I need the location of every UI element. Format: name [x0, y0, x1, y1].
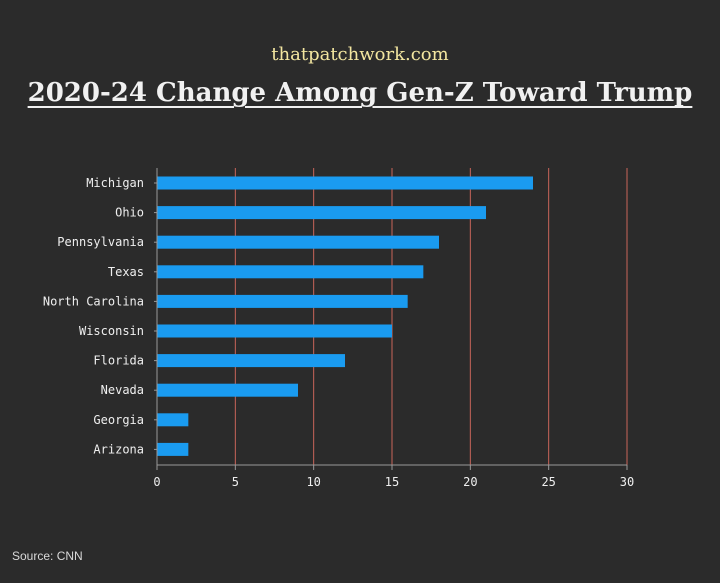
x-tick-label: 30: [620, 475, 634, 489]
labels: Michigan Ohio Pennsylvania Texas North Carol…: [43, 176, 634, 489]
bar-wisconsin: [157, 324, 392, 338]
bar-arizona: [157, 442, 189, 456]
category-label: Nevada: [101, 383, 144, 397]
x-tick-label: 20: [463, 475, 477, 489]
category-label: Texas: [108, 265, 144, 279]
bar-michigan: [157, 176, 533, 190]
brand-label: thatpatchwork.com: [271, 44, 449, 65]
category-label: Georgia: [93, 413, 144, 427]
chart-title: 2020-24 Change Among Gen-Z Toward Trump: [27, 78, 693, 108]
bar-ohio: [157, 206, 486, 220]
x-tick-label: 0: [153, 475, 160, 489]
bar-pennsylvania: [157, 235, 439, 249]
x-tick-label: 10: [306, 475, 320, 489]
category-label: Ohio: [115, 206, 144, 220]
bar-texas: [157, 265, 424, 279]
bar-florida: [157, 354, 345, 368]
category-label: Michigan: [86, 176, 144, 190]
category-label: Arizona: [93, 442, 144, 456]
category-label: North Carolina: [43, 294, 144, 308]
bar-nevada: [157, 383, 298, 397]
axes: [154, 168, 628, 470]
bar-north-carolina: [157, 294, 408, 308]
bars: [157, 176, 533, 456]
x-tick-label: 25: [541, 475, 555, 489]
source-note: Source: CNN: [12, 549, 83, 563]
category-label: Wisconsin: [79, 324, 144, 338]
bar-georgia: [157, 413, 189, 427]
gridlines: [234, 168, 628, 465]
category-label: Pennsylvania: [57, 235, 144, 249]
x-tick-label: 15: [385, 475, 399, 489]
category-label: Florida: [93, 354, 144, 368]
x-tick-label: 5: [232, 475, 239, 489]
